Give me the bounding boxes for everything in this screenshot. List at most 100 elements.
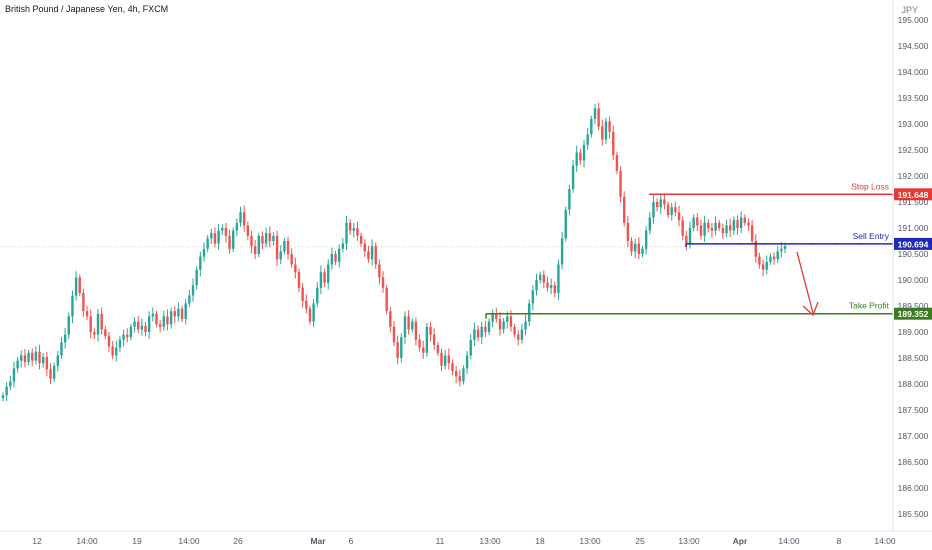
candle-body: [575, 152, 578, 166]
candle-body: [308, 308, 312, 322]
candle-body: [564, 209, 567, 239]
time-tick-label: 13:00: [678, 536, 700, 546]
candle-body: [593, 108, 597, 119]
candle-body: [681, 220, 684, 236]
candle-body: [696, 217, 699, 226]
candle-body: [184, 303, 187, 319]
time-tick-label: 18: [535, 536, 545, 546]
level-name-take-profit: Take Profit: [849, 301, 890, 311]
candle-body: [111, 346, 114, 356]
candle-body: [217, 230, 220, 244]
candle-body: [623, 196, 626, 223]
candle-body: [129, 326, 133, 338]
symbol-title: British Pound / Japanese Yen, 4h, FXCM: [5, 4, 169, 14]
time-tick-label: 14:00: [874, 536, 896, 546]
candle-body: [400, 337, 403, 358]
price-tick-label: 193.500: [898, 93, 929, 103]
price-tick-label: 186.500: [898, 457, 929, 467]
time-tick-label: 14:00: [76, 536, 98, 546]
price-tick-label: 195.000: [898, 15, 929, 25]
candle-body: [115, 347, 118, 356]
price-tick-label: 189.000: [898, 327, 929, 337]
candle-body: [316, 287, 319, 304]
time-axis[interactable]: 12 14:00 19 14:00 26 Mar 6 11 13:00 18 13:00 25 13:0…: [32, 536, 896, 546]
price-tick-label: 189.500: [898, 301, 929, 311]
candle-body: [67, 316, 70, 335]
candle-body: [703, 222, 706, 236]
candle-body: [16, 360, 19, 369]
level-price-tag: [894, 188, 932, 201]
candle-body: [264, 233, 268, 244]
candle-body: [246, 225, 250, 236]
candle-body: [126, 334, 129, 338]
candle-body: [52, 365, 56, 379]
candle-body: [411, 321, 414, 330]
candle-body: [60, 342, 63, 356]
candle-body: [780, 248, 783, 252]
candle-body: [82, 293, 85, 312]
candle-body: [272, 235, 275, 241]
candle-body: [718, 222, 721, 228]
candle-body: [758, 256, 761, 265]
candle-body: [147, 316, 151, 332]
candle-body: [688, 228, 692, 244]
candle-body: [652, 202, 655, 218]
candle-body: [517, 334, 520, 340]
time-tick-label: 13:00: [579, 536, 601, 546]
candle-body: [604, 121, 608, 140]
candle-body: [144, 325, 147, 332]
candle-body: [524, 321, 527, 330]
price-tick-label: 185.500: [898, 509, 929, 519]
candle-body: [776, 251, 779, 260]
price-tick-label: 191.500: [898, 197, 929, 207]
candle-body: [396, 342, 399, 358]
candle-body: [155, 313, 158, 325]
candle-body: [502, 321, 505, 330]
candle-body: [528, 303, 531, 322]
candle-body: [166, 316, 169, 325]
candle-body: [367, 251, 370, 260]
price-tick-label: 194.500: [898, 41, 929, 51]
candle-body: [89, 316, 92, 332]
candle-body: [9, 381, 12, 387]
price-tick-label: 192.000: [898, 171, 929, 181]
candle-body: [739, 217, 743, 228]
candle-body: [685, 235, 688, 244]
candle-body: [199, 256, 202, 270]
candle-body: [659, 199, 662, 208]
candle-body: [725, 225, 728, 234]
price-axis[interactable]: 195.000 194.500 194.000 193.500 193.000 192.5…: [898, 15, 929, 519]
candle-body: [560, 238, 564, 265]
candle-body: [228, 235, 231, 249]
currency-label: JPY: [901, 5, 918, 15]
candle-body: [418, 339, 421, 348]
candle-body: [177, 308, 180, 317]
candle-body: [451, 363, 454, 371]
candle-body: [630, 241, 633, 252]
candle-body: [677, 212, 681, 221]
candle-body: [107, 336, 111, 347]
time-tick-label: 12: [32, 536, 42, 546]
candle-body: [590, 118, 593, 135]
candle-body: [710, 228, 714, 231]
candle-body: [334, 254, 337, 262]
candle-body: [440, 352, 443, 366]
candle-body: [443, 355, 447, 366]
time-tick-label: 25: [635, 536, 645, 546]
candle-body: [213, 233, 217, 244]
candle-body: [34, 351, 38, 361]
candle-body: [169, 311, 173, 325]
time-tick-label: 14:00: [778, 536, 800, 546]
candle-body: [49, 369, 52, 379]
candle-body: [747, 222, 750, 226]
candle-body: [12, 368, 16, 382]
candle-body: [140, 325, 144, 330]
level-price-label: 189.352: [898, 309, 929, 319]
candle-body: [783, 246, 787, 249]
candle-body: [74, 277, 78, 296]
candle-body: [378, 264, 381, 278]
candle-body: [232, 230, 235, 249]
time-tick-label: 14:00: [178, 536, 200, 546]
price-tick-label: 187.000: [898, 431, 929, 441]
